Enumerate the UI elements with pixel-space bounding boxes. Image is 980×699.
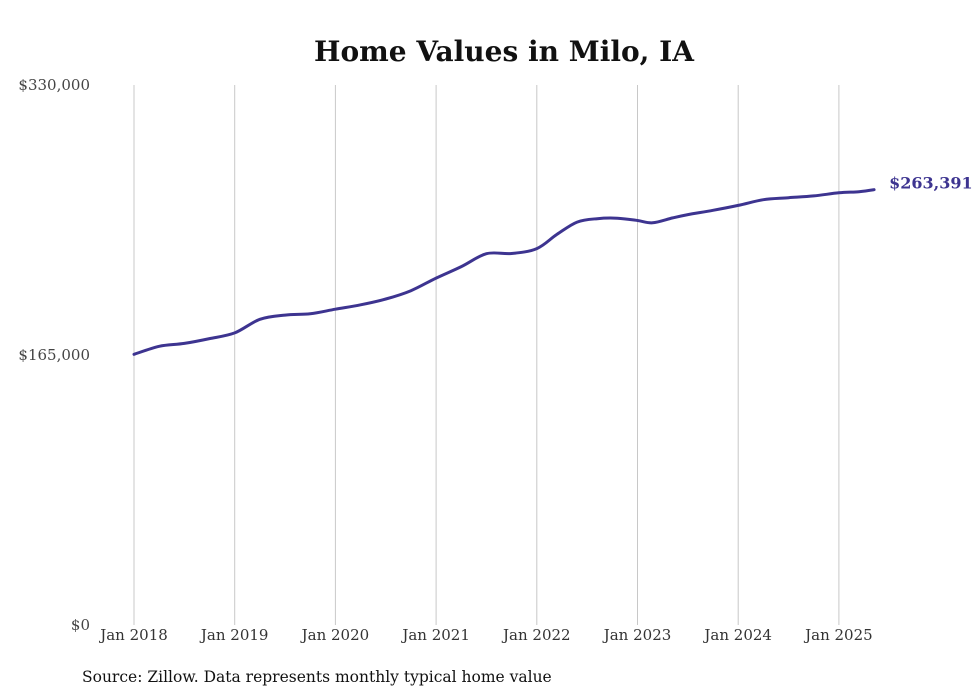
x-tick-label: Jan 2025 (803, 626, 873, 644)
y-tick-label: $165,000 (18, 346, 90, 364)
x-tick-label: Jan 2018 (98, 626, 168, 644)
x-tick-label: Jan 2021 (400, 626, 470, 644)
chart-title: Home Values in Milo, IA (314, 35, 695, 68)
x-tick-label: Jan 2024 (702, 626, 772, 644)
x-axis-ticks: Jan 2018 Jan 2019 Jan 2020 Jan 2021 Jan 2022… (98, 626, 872, 644)
y-tick-label: $330,000 (18, 76, 90, 94)
x-tick-label: Jan 2023 (602, 626, 672, 644)
x-tick-label: Jan 2020 (300, 626, 370, 644)
gridlines (133, 85, 840, 625)
home-value-series-line (132, 188, 876, 356)
source-note: Source: Zillow. Data represents monthly … (82, 668, 552, 686)
y-tick-label: $0 (71, 616, 90, 634)
y-axis-ticks: $330,000 $165,000 $0 (18, 76, 90, 634)
x-tick-label: Jan 2022 (501, 626, 571, 644)
x-tick-label: Jan 2019 (199, 626, 269, 644)
last-value-label: $263,391 (889, 174, 973, 193)
